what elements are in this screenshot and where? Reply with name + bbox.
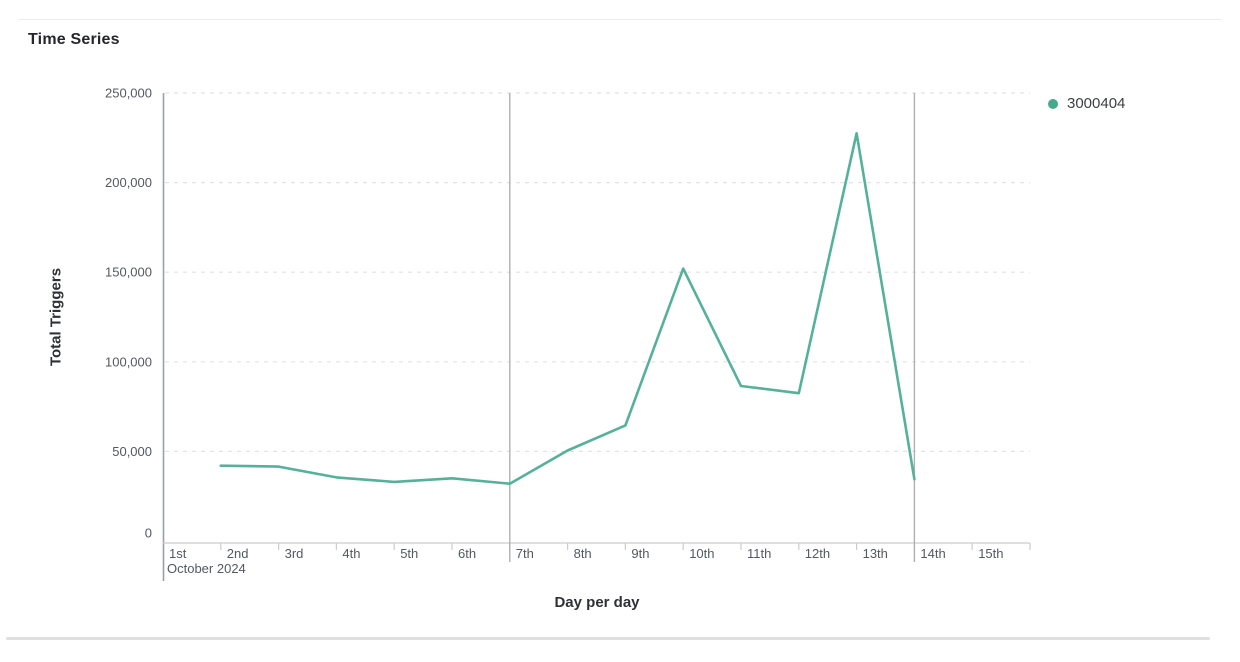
y-tick-label: 100,000	[105, 354, 152, 369]
series-line[interactable]	[219, 132, 916, 486]
x-tick-label: 9th	[631, 546, 649, 561]
x-tick-label: 10th	[689, 546, 714, 561]
x-tick-label: 8th	[574, 546, 592, 561]
chart-title: Time Series	[28, 31, 120, 48]
x-tick-label: 15th	[978, 546, 1003, 561]
x-tick-label: 2nd	[227, 546, 249, 561]
y-tick-label: 150,000	[105, 265, 152, 280]
x-tick-label: 1st	[169, 546, 187, 561]
y-tick-label: 0	[145, 526, 152, 541]
x-tick-label: 11th	[747, 546, 771, 561]
x-tick-label: 4th	[342, 546, 360, 561]
x-tick-label: 13th	[863, 546, 888, 561]
x-tick-label: 5th	[400, 546, 418, 561]
x-tick-label: 7th	[516, 546, 534, 561]
y-tick-label: 250,000	[105, 86, 152, 101]
top-divider	[18, 19, 1222, 20]
x-axis-month-label: October 2024	[167, 561, 246, 576]
x-tick-label: 14th	[920, 546, 945, 561]
y-tick-label: 50,000	[112, 444, 152, 459]
legend-label: 3000404	[1067, 95, 1126, 112]
x-tick-label: 12th	[805, 546, 830, 561]
bottom-divider	[6, 637, 1210, 640]
x-tick-label: 3rd	[285, 546, 304, 561]
legend-item[interactable]: 3000404	[1048, 95, 1125, 112]
y-tick-label: 200,000	[105, 175, 152, 190]
legend-dot-icon	[1048, 98, 1058, 109]
x-axis-title: Day per day	[554, 594, 640, 611]
x-tick-label: 6th	[458, 546, 476, 561]
